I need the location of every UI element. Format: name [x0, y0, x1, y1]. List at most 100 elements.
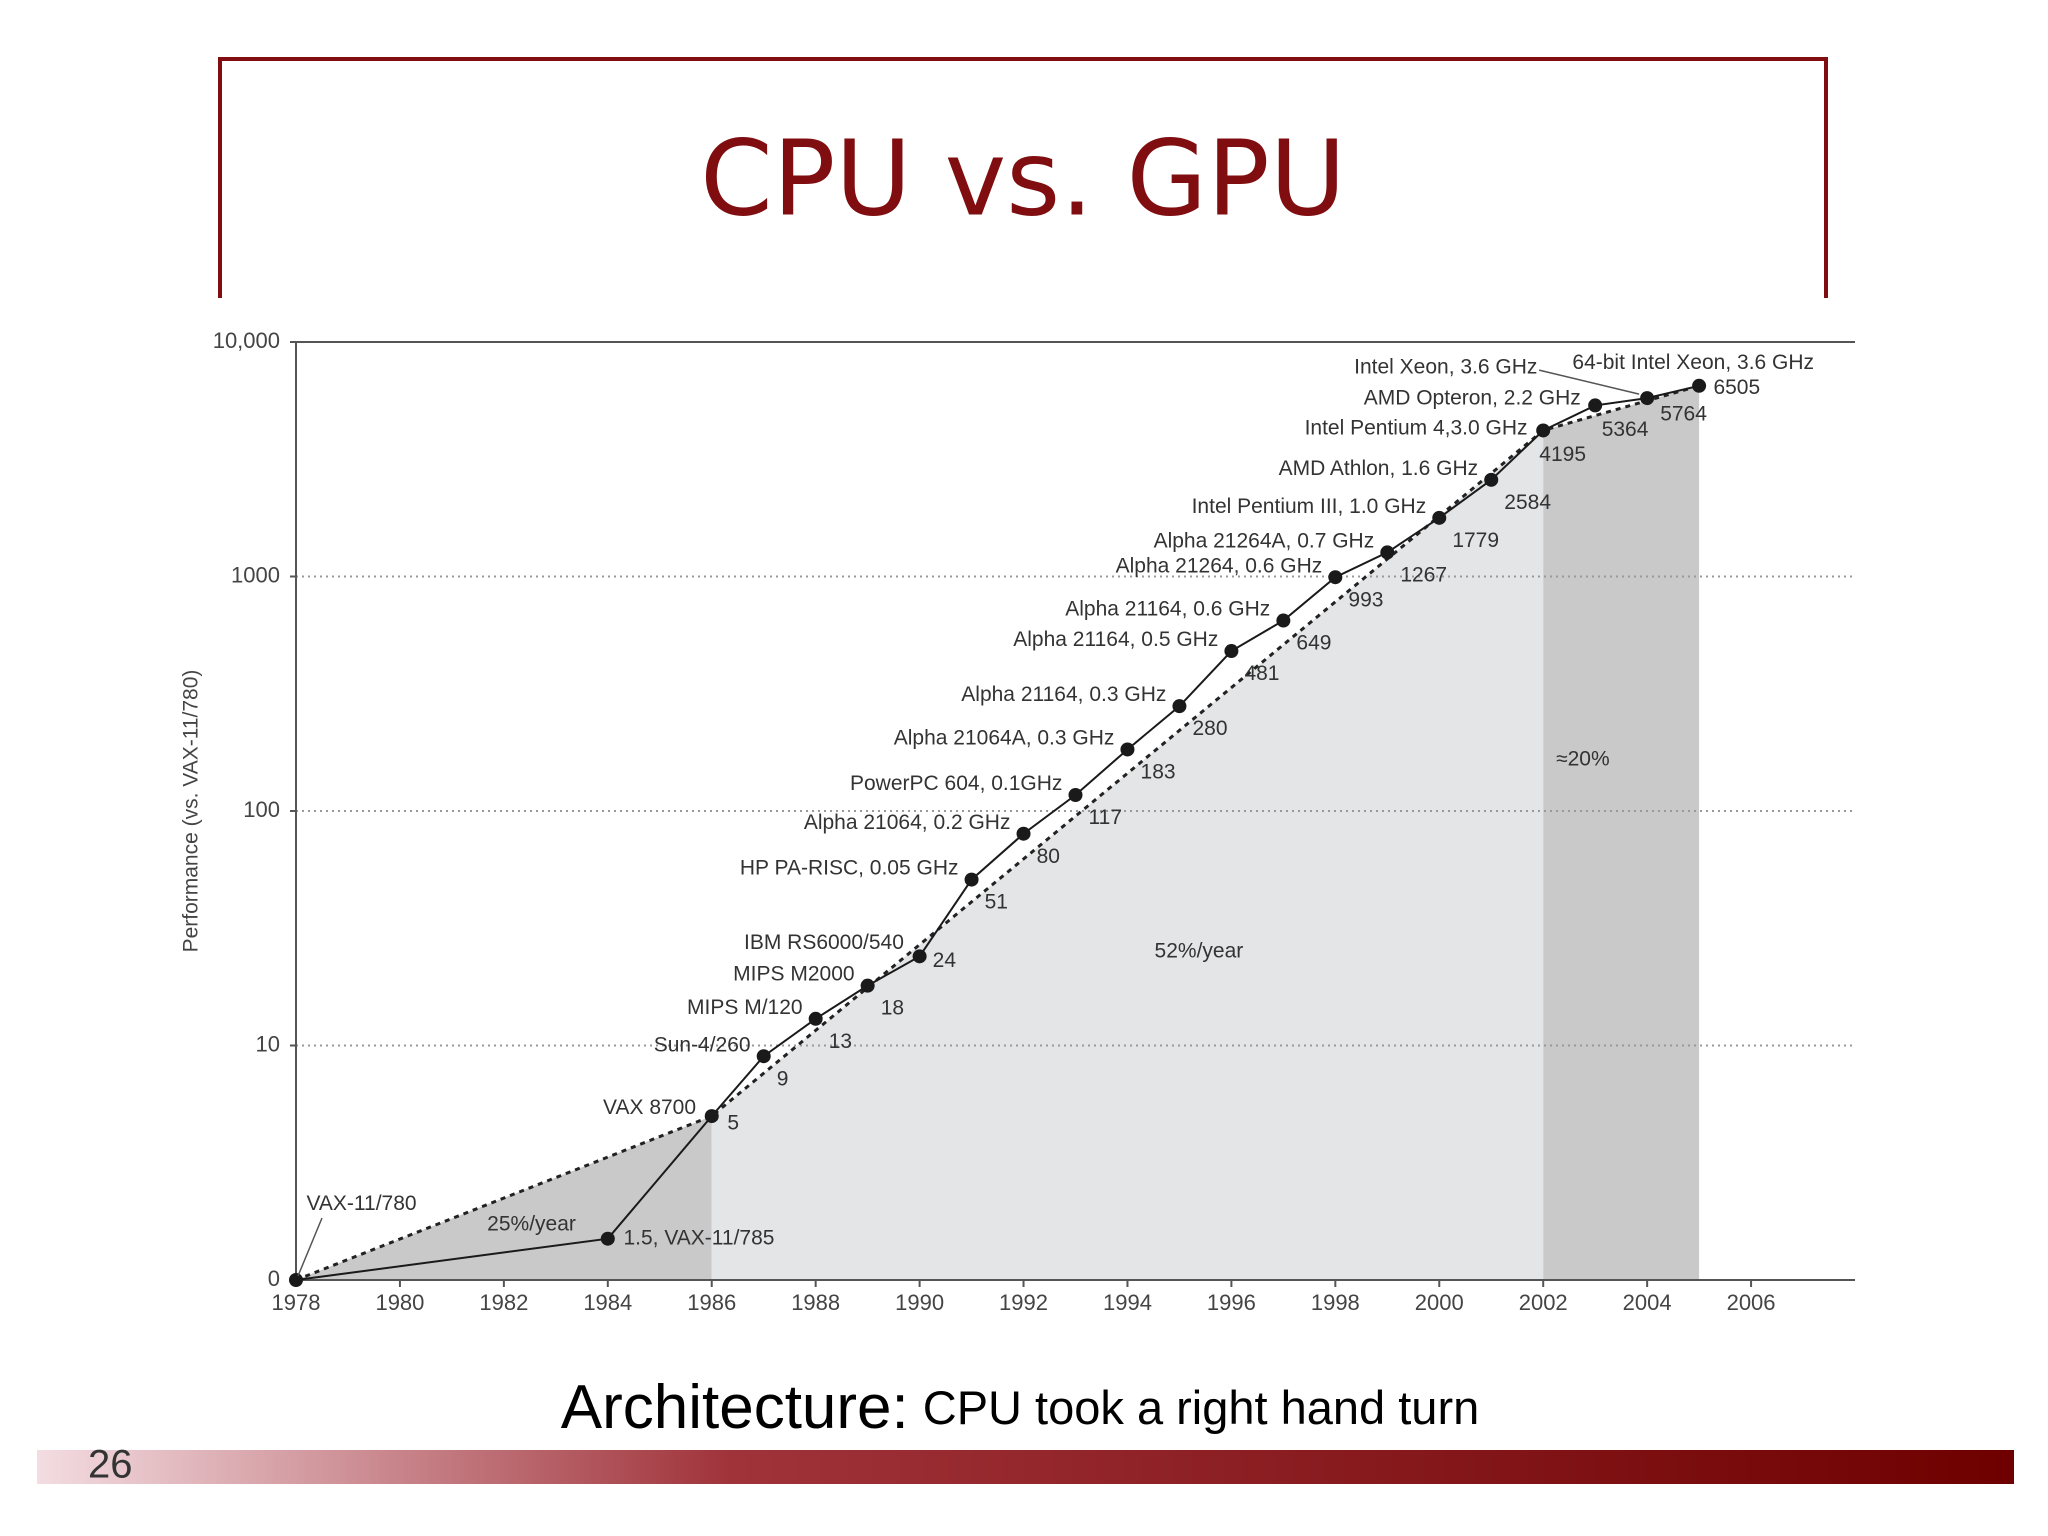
- value-label: 481: [1244, 662, 1279, 685]
- trend-region: [711, 430, 1544, 1280]
- y-tick-label: 1000: [231, 562, 280, 587]
- value-label: 1779: [1452, 529, 1499, 552]
- footer-bar: [37, 1450, 2014, 1484]
- point-name: Intel Xeon, 3.6 GHz: [1354, 356, 1537, 379]
- data-point: [1068, 788, 1083, 803]
- value-label: 993: [1348, 588, 1383, 611]
- value-label: 117: [1089, 806, 1122, 829]
- point-name: Alpha 21164, 0.6 GHz: [1065, 598, 1270, 621]
- title-frame: [218, 57, 1828, 298]
- point-name: IBM RS6000/540: [744, 931, 904, 954]
- point-name: Sun-4/260: [654, 1033, 751, 1056]
- x-tick-label: 1998: [1311, 1290, 1360, 1315]
- rate-annotation: 25%/year: [487, 1213, 576, 1236]
- value-label: 18: [881, 997, 904, 1020]
- point-name: AMD Athlon, 1.6 GHz: [1279, 457, 1479, 480]
- point-name: MIPS M/120: [687, 996, 803, 1019]
- y-axis-label: Performance (vs. VAX-11/780): [180, 670, 203, 953]
- point-name: AMD Opteron, 2.2 GHz: [1364, 386, 1581, 409]
- leader: [297, 1217, 323, 1277]
- caption-lead: Architecture:: [561, 1373, 909, 1442]
- caption-rest: CPU took a right hand turn: [923, 1381, 1479, 1434]
- x-tick-label: 1994: [1103, 1290, 1152, 1315]
- data-point: [1432, 510, 1447, 525]
- x-tick-label: 1980: [375, 1290, 424, 1315]
- x-tick-label: 1988: [791, 1290, 840, 1315]
- data-point: [860, 978, 875, 993]
- value-label: 51: [985, 891, 1008, 914]
- point-name: Alpha 21164, 0.5 GHz: [1013, 628, 1218, 651]
- data-point: [1692, 378, 1707, 393]
- data-point: [1276, 613, 1291, 628]
- value-label: 649: [1296, 632, 1331, 655]
- value-label: 4195: [1539, 443, 1586, 466]
- point-name: Alpha 21164, 0.3 GHz: [961, 683, 1166, 706]
- point-name: Alpha 21064A, 0.3 GHz: [894, 727, 1115, 750]
- value-label: 80: [1037, 845, 1060, 868]
- y-tick-label: 10: [256, 1031, 280, 1056]
- data-point: [808, 1011, 823, 1026]
- x-tick-label: 2006: [1727, 1290, 1776, 1315]
- point-name: 1.5, VAX-11/785: [623, 1226, 774, 1249]
- y-tick-label: 0: [268, 1266, 280, 1291]
- x-tick-label: 1996: [1207, 1290, 1256, 1315]
- point-name: 64-bit Intel Xeon, 3.6 GHz: [1572, 351, 1814, 374]
- point-name: VAX 8700: [603, 1096, 696, 1119]
- x-tick-label: 1986: [687, 1290, 736, 1315]
- data-point: [1588, 398, 1603, 413]
- point-name: PowerPC 604, 0.1GHz: [850, 772, 1062, 795]
- chart: 0 10 100 1000 10,000 1978 1980 1982 1984 1986 1988…: [180, 328, 1855, 1315]
- data-point: [600, 1231, 615, 1246]
- value-label: 24: [933, 949, 957, 972]
- value-label: 5764: [1660, 403, 1707, 426]
- trend-line: [295, 384, 1700, 1282]
- data-point: [1380, 545, 1395, 560]
- point-name: Intel Pentium III, 1.0 GHz: [1192, 495, 1427, 518]
- value-label: 183: [1141, 761, 1176, 784]
- trend-region: [1543, 385, 1700, 1280]
- x-tick-label: 1982: [479, 1290, 528, 1315]
- data-point: [1328, 570, 1343, 585]
- data-point: [964, 872, 979, 887]
- value-label: 13: [829, 1030, 852, 1053]
- value-label: 9: [777, 1067, 789, 1090]
- data-point: [1640, 391, 1655, 406]
- data-point: [912, 949, 927, 964]
- point-name: Alpha 21264A, 0.7 GHz: [1154, 529, 1375, 552]
- value-label: 6505: [1713, 376, 1760, 399]
- data-point: [1120, 742, 1135, 757]
- point-name: MIPS M2000: [733, 963, 854, 986]
- value-label: 1267: [1400, 563, 1447, 586]
- data-point: [1536, 423, 1551, 438]
- page-number: 26: [88, 1443, 133, 1487]
- value-label: 280: [1192, 717, 1227, 740]
- leader: [1538, 369, 1640, 395]
- caption: Architecture: CPU took a right hand turn: [561, 1373, 1480, 1442]
- point-name: HP PA-RISC, 0.05 GHz: [740, 857, 959, 880]
- value-label: 5: [727, 1111, 739, 1134]
- data-point: [1172, 699, 1187, 714]
- data-point: [704, 1109, 719, 1124]
- y-tick-label: 10,000: [213, 328, 280, 353]
- data-point: [756, 1049, 771, 1064]
- slide-title: CPU vs. GPU: [700, 117, 1346, 239]
- x-tick-label: 1990: [895, 1290, 944, 1315]
- point-name: Alpha 21064, 0.2 GHz: [804, 811, 1011, 834]
- data-point: [289, 1273, 303, 1287]
- series-line: [295, 384, 1700, 1281]
- rate-annotation: 52%/year: [1155, 940, 1244, 963]
- point-name: VAX-11/780: [306, 1192, 416, 1215]
- x-tick-label: 2002: [1519, 1290, 1568, 1315]
- rate-annotation: ≈20%: [1556, 748, 1610, 771]
- value-label: 2584: [1504, 491, 1551, 514]
- data-point: [1016, 826, 1031, 841]
- value-label: 5364: [1602, 418, 1649, 441]
- point-name: Intel Pentium 4,3.0 GHz: [1305, 417, 1528, 440]
- point-name: Alpha 21264, 0.6 GHz: [1116, 554, 1323, 577]
- y-tick-label: 100: [243, 797, 280, 822]
- data-point: [1224, 644, 1239, 659]
- x-tick-label: 1984: [583, 1290, 632, 1315]
- x-tick-label: 1978: [272, 1290, 321, 1315]
